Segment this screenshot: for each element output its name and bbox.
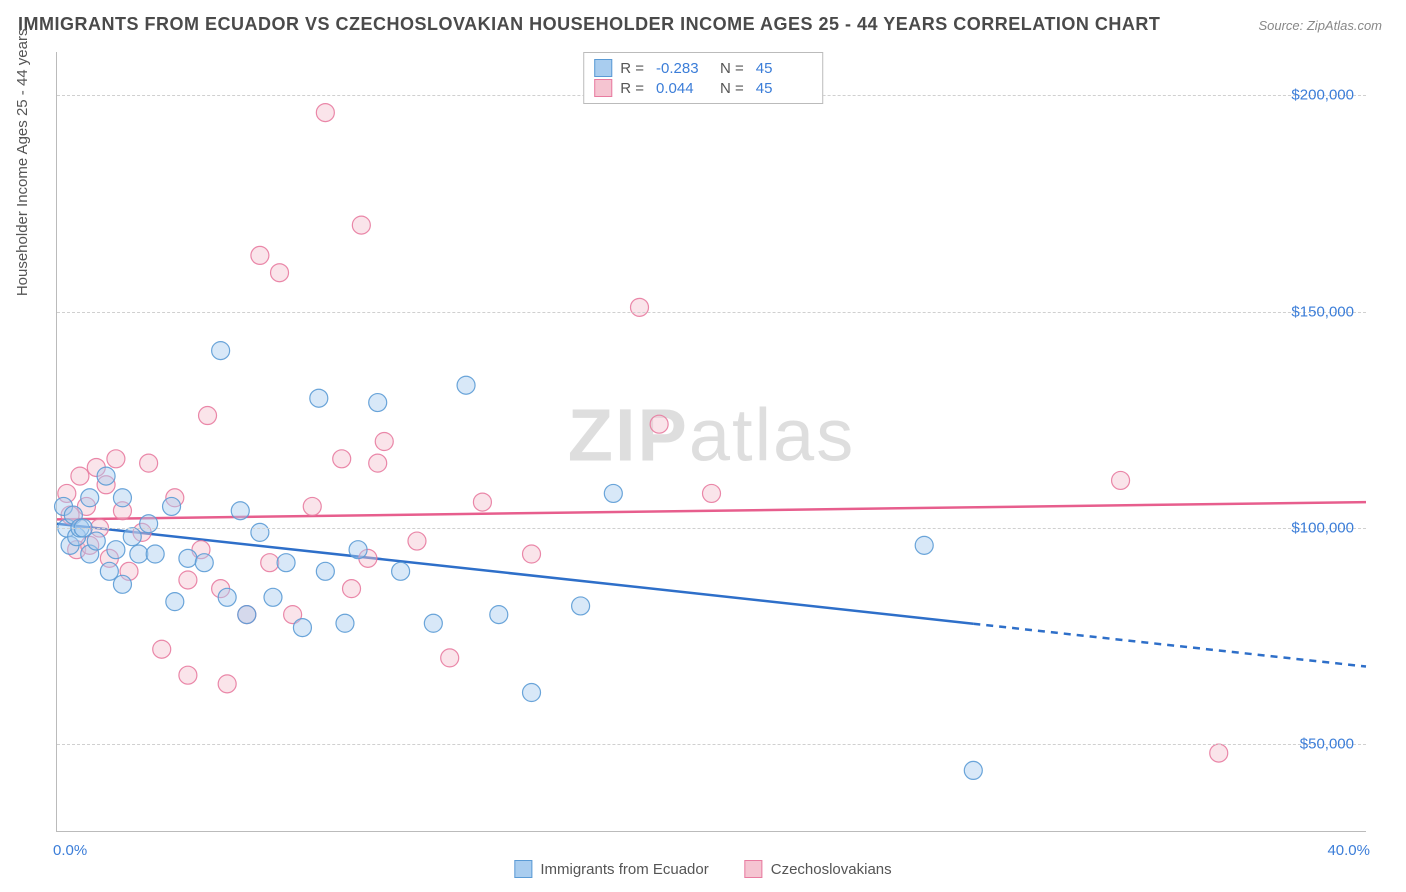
- y-tick-label: $150,000: [1291, 303, 1354, 320]
- data-point: [277, 554, 295, 572]
- data-point: [107, 541, 125, 559]
- data-point: [457, 376, 475, 394]
- plot-area: ZIPatlas $50,000$100,000$150,000$200,000…: [56, 52, 1366, 832]
- legend-series-label: Czechoslovakians: [771, 861, 892, 878]
- data-point: [146, 545, 164, 563]
- data-point: [392, 562, 410, 580]
- y-tick-label: $100,000: [1291, 520, 1354, 537]
- data-point: [703, 484, 721, 502]
- data-point: [523, 545, 541, 563]
- data-point: [199, 407, 217, 425]
- legend-r-label: R =: [620, 80, 644, 97]
- data-point: [523, 684, 541, 702]
- data-point: [179, 549, 197, 567]
- data-point: [179, 571, 197, 589]
- legend-n-value: 45: [756, 80, 812, 97]
- data-point: [631, 298, 649, 316]
- y-tick-label: $50,000: [1300, 736, 1354, 753]
- legend-series: Immigrants from Ecuador Czechoslovakians: [514, 860, 891, 878]
- data-point: [153, 640, 171, 658]
- data-point: [349, 541, 367, 559]
- legend-correlation-row: R = -0.283 N = 45: [594, 58, 812, 78]
- data-point: [343, 580, 361, 598]
- data-point: [293, 619, 311, 637]
- data-point: [572, 597, 590, 615]
- data-point: [915, 536, 933, 554]
- data-point: [179, 666, 197, 684]
- data-point: [238, 606, 256, 624]
- data-point: [140, 515, 158, 533]
- legend-r-value: -0.283: [656, 60, 712, 77]
- data-point: [123, 528, 141, 546]
- data-point: [333, 450, 351, 468]
- data-point: [218, 588, 236, 606]
- legend-swatch: [594, 79, 612, 97]
- data-point: [130, 545, 148, 563]
- data-point: [490, 606, 508, 624]
- data-point: [441, 649, 459, 667]
- data-point: [375, 433, 393, 451]
- data-point: [604, 484, 622, 502]
- legend-n-value: 45: [756, 60, 812, 77]
- data-point: [251, 523, 269, 541]
- gridline: [57, 744, 1366, 745]
- data-point: [1112, 471, 1130, 489]
- trendline-dashed: [973, 624, 1366, 667]
- data-point: [71, 467, 89, 485]
- legend-n-label: N =: [720, 60, 744, 77]
- data-point: [218, 675, 236, 693]
- legend-swatch: [745, 860, 763, 878]
- data-point: [316, 562, 334, 580]
- legend-swatch: [514, 860, 532, 878]
- legend-swatch: [594, 59, 612, 77]
- data-point: [87, 532, 105, 550]
- data-point: [369, 394, 387, 412]
- legend-series-label: Immigrants from Ecuador: [540, 861, 708, 878]
- trendline: [57, 502, 1366, 519]
- data-point: [251, 246, 269, 264]
- data-point: [473, 493, 491, 511]
- y-tick-label: $200,000: [1291, 87, 1354, 104]
- data-point: [369, 454, 387, 472]
- data-point: [140, 454, 158, 472]
- legend-r-value: 0.044: [656, 80, 712, 97]
- data-point: [113, 489, 131, 507]
- chart-svg: [57, 52, 1366, 831]
- gridline: [57, 312, 1366, 313]
- data-point: [261, 554, 279, 572]
- data-point: [231, 502, 249, 520]
- data-point: [964, 761, 982, 779]
- x-tick-label-max: 40.0%: [1327, 842, 1370, 859]
- data-point: [408, 532, 426, 550]
- data-point: [336, 614, 354, 632]
- data-point: [650, 415, 668, 433]
- data-point: [303, 497, 321, 515]
- data-point: [271, 264, 289, 282]
- data-point: [424, 614, 442, 632]
- data-point: [195, 554, 213, 572]
- gridline: [57, 528, 1366, 529]
- legend-correlation-row: R = 0.044 N = 45: [594, 78, 812, 98]
- data-point: [310, 389, 328, 407]
- legend-series-item: Immigrants from Ecuador: [514, 860, 708, 878]
- data-point: [166, 593, 184, 611]
- data-point: [264, 588, 282, 606]
- data-point: [352, 216, 370, 234]
- x-tick-label-min: 0.0%: [53, 842, 87, 859]
- data-point: [1210, 744, 1228, 762]
- chart-title: IMMIGRANTS FROM ECUADOR VS CZECHOSLOVAKI…: [18, 14, 1160, 35]
- data-point: [81, 489, 99, 507]
- legend-r-label: R =: [620, 60, 644, 77]
- data-point: [316, 104, 334, 122]
- legend-series-item: Czechoslovakians: [745, 860, 892, 878]
- data-point: [113, 575, 131, 593]
- data-point: [212, 342, 230, 360]
- legend-correlation: R = -0.283 N = 45 R = 0.044 N = 45: [583, 52, 823, 104]
- y-axis-label: Householder Income Ages 25 - 44 years: [14, 29, 31, 297]
- source-label: Source: ZipAtlas.com: [1258, 18, 1382, 33]
- legend-n-label: N =: [720, 80, 744, 97]
- data-point: [163, 497, 181, 515]
- data-point: [97, 467, 115, 485]
- data-point: [107, 450, 125, 468]
